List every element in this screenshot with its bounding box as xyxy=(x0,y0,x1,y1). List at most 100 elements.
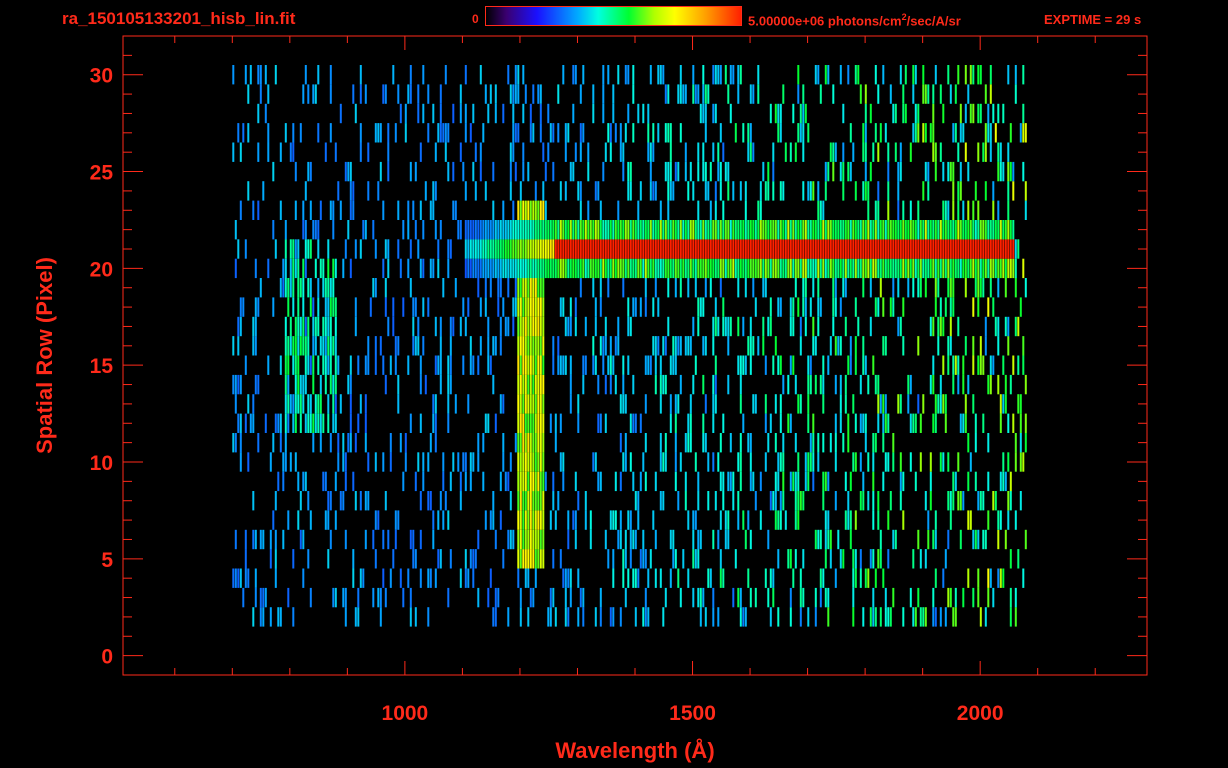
heatmap-cell xyxy=(517,355,520,375)
heatmap-cell xyxy=(452,452,455,472)
heatmap-cell xyxy=(909,452,912,472)
heatmap-cell xyxy=(564,220,567,240)
heatmap-cell xyxy=(804,471,807,492)
heatmap-cell xyxy=(942,258,945,279)
heatmap-cell xyxy=(309,161,312,182)
heatmap-cell xyxy=(967,200,970,220)
heatmap-cell xyxy=(527,297,530,317)
heatmap-cell xyxy=(644,278,647,298)
heatmap-cell xyxy=(304,181,307,201)
heatmap-cell xyxy=(289,239,292,259)
heatmap-cell xyxy=(532,491,535,511)
heatmap-cell xyxy=(507,65,510,85)
heatmap-cell xyxy=(432,181,435,201)
heatmap-cell xyxy=(452,103,455,124)
heatmap-cell xyxy=(704,84,707,104)
heatmap-cell xyxy=(464,549,467,569)
heatmap-cell xyxy=(902,239,905,259)
heatmap-cell xyxy=(439,549,442,569)
heatmap-cell xyxy=(357,607,360,627)
heatmap-cell xyxy=(879,220,882,240)
heatmap-cell xyxy=(572,220,575,240)
heatmap-cell xyxy=(894,103,897,124)
heatmap-cell xyxy=(652,220,655,240)
heatmap-cell xyxy=(622,239,625,259)
heatmap-cell xyxy=(882,568,885,588)
heatmap-cell xyxy=(274,568,277,588)
heatmap-cell xyxy=(349,413,352,433)
heatmap-cell xyxy=(529,529,532,550)
heatmap-cell xyxy=(762,161,765,182)
heatmap-cell xyxy=(567,510,570,530)
heatmap-cell xyxy=(447,510,450,530)
heatmap-cell xyxy=(789,413,792,433)
heatmap-cell xyxy=(672,220,675,240)
heatmap-cell xyxy=(977,200,980,220)
heatmap-cell xyxy=(544,200,547,220)
heatmap-cell xyxy=(937,239,940,259)
heatmap-cell xyxy=(357,413,360,433)
heatmap-cell xyxy=(874,220,877,240)
heatmap-cell xyxy=(977,355,980,375)
heatmap-cell xyxy=(682,84,685,104)
heatmap-cell xyxy=(457,452,460,472)
heatmap-cell xyxy=(614,336,617,356)
heatmap-cell xyxy=(737,239,740,259)
heatmap-cell xyxy=(859,258,862,279)
heatmap-cell xyxy=(932,103,935,124)
heatmap-cell xyxy=(727,471,730,492)
heatmap-cell xyxy=(349,374,352,395)
heatmap-cell xyxy=(779,103,782,124)
heatmap-cell xyxy=(294,316,297,337)
heatmap-cell xyxy=(837,239,840,259)
heatmap-cell xyxy=(989,65,992,85)
heatmap-cell xyxy=(644,607,647,627)
heatmap-cell xyxy=(617,258,620,279)
heatmap-cell xyxy=(527,239,530,259)
heatmap-cell xyxy=(437,123,440,143)
heatmap-cell xyxy=(572,161,575,182)
heatmap-cell xyxy=(699,607,702,627)
heatmap-cell xyxy=(912,607,915,627)
heatmap-cell xyxy=(907,220,910,240)
heatmap-cell xyxy=(589,510,592,530)
heatmap-cell xyxy=(912,123,915,143)
heatmap-cell xyxy=(897,316,900,337)
heatmap-cell xyxy=(977,239,980,259)
heatmap-cell xyxy=(984,220,987,240)
heatmap-cell xyxy=(864,568,867,588)
heatmap-cell xyxy=(892,239,895,259)
heatmap-cell xyxy=(842,220,845,240)
heatmap-cell xyxy=(992,491,995,511)
heatmap-cell xyxy=(619,394,622,414)
heatmap-cell xyxy=(282,278,285,298)
heatmap-cell xyxy=(534,220,537,240)
heatmap-cell xyxy=(624,123,627,143)
heatmap-cell xyxy=(634,568,637,588)
heatmap-cell xyxy=(334,394,337,414)
heatmap-cell xyxy=(849,471,852,492)
heatmap-cell xyxy=(687,568,690,588)
heatmap-cell xyxy=(889,491,892,511)
heatmap-cell xyxy=(659,568,662,588)
heatmap-cell xyxy=(527,549,530,569)
heatmap-cell xyxy=(452,161,455,182)
heatmap-cell xyxy=(714,200,717,220)
heatmap-cell xyxy=(479,220,482,240)
heatmap-cell xyxy=(829,142,832,162)
heatmap-cell xyxy=(867,491,870,511)
heatmap-cell xyxy=(264,413,267,433)
heatmap-cell xyxy=(314,394,317,414)
heatmap-cell xyxy=(624,529,627,550)
heatmap-cell xyxy=(927,181,930,201)
heatmap-cell xyxy=(579,587,582,608)
heatmap-cell xyxy=(754,220,757,240)
heatmap-cell xyxy=(299,529,302,550)
heatmap-cell xyxy=(912,65,915,85)
heatmap-cell xyxy=(864,84,867,104)
heatmap-cell xyxy=(307,161,310,182)
heatmap-cell xyxy=(449,316,452,337)
heatmap-cell xyxy=(927,161,930,182)
heatmap-cell xyxy=(1004,529,1007,550)
heatmap-cell xyxy=(789,355,792,375)
